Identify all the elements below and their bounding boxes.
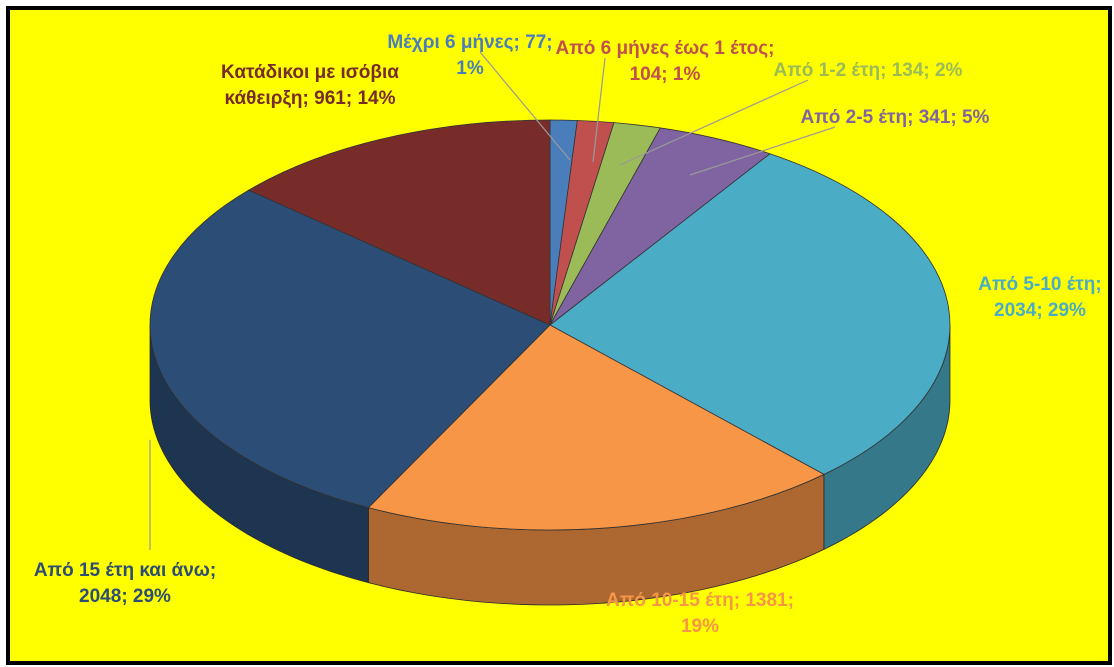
side-shade xyxy=(823,325,950,550)
pie-area xyxy=(149,51,951,606)
slice xyxy=(367,324,825,531)
leader-line xyxy=(689,126,836,176)
slice xyxy=(149,189,551,509)
leader-line xyxy=(592,57,606,163)
data-label: Από 2-5 έτη; 341; 5% xyxy=(800,107,990,128)
slice xyxy=(247,119,551,326)
data-label: Από 15 έτη και άνω; 2048; 29% xyxy=(33,560,217,607)
data-label: Από 6 μήνες έως 1 έτος; 104; 1% xyxy=(555,38,775,85)
leader-line xyxy=(479,51,571,161)
side-shade xyxy=(150,325,369,583)
chart: Μέχρι 6 μήνες; 77; 1% Από 6 μήνες έως 1 έ… xyxy=(6,6,1112,665)
leader-line xyxy=(619,79,809,166)
data-label: Από 5-10 έτη; 2034; 29% xyxy=(978,274,1102,321)
data-label: Από 10-15 έτη; 1381; 19% xyxy=(606,590,794,637)
slice xyxy=(549,153,951,475)
data-label: Μέχρι 6 μήνες; 77; 1% xyxy=(387,32,553,79)
data-label: Κατάδικοι με ισόβια κάθειρξη; 961; 14% xyxy=(221,62,399,109)
side-shade xyxy=(368,474,824,605)
data-label: Από 1-2 έτη; 134; 2% xyxy=(773,60,963,81)
